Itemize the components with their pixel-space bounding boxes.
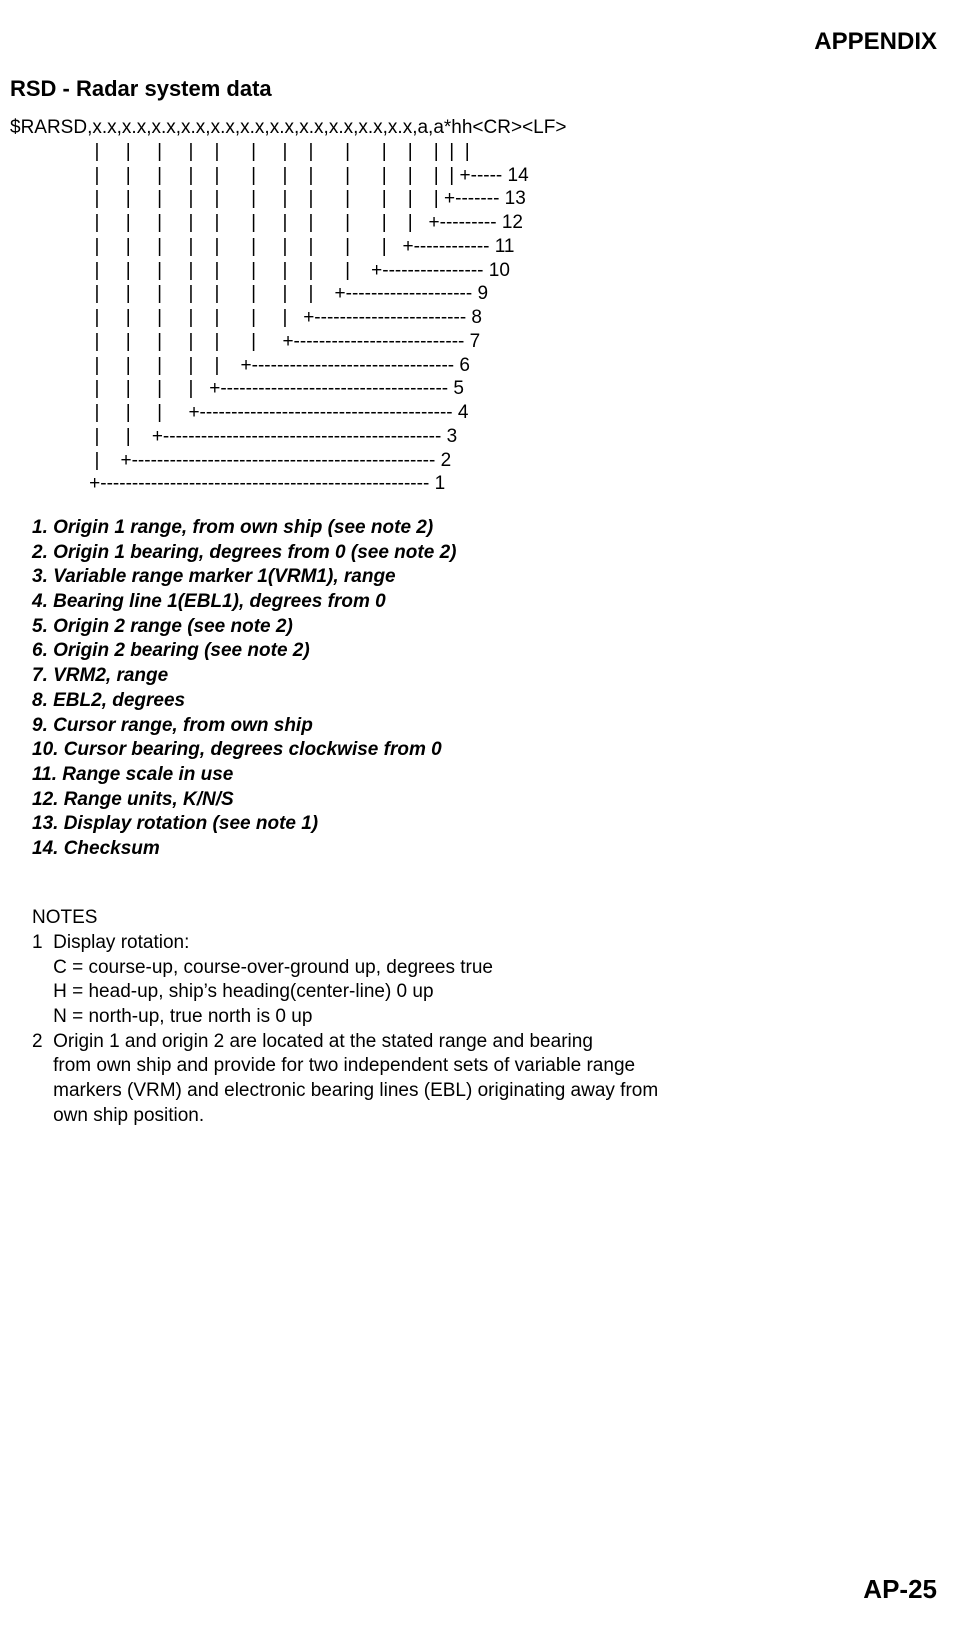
note-2-b: from own ship and provide for two indepe… — [32, 1055, 635, 1076]
field-13: 13. Display rotation (see note 1) — [32, 812, 937, 837]
field-5: 5. Origin 2 range (see note 2) — [32, 615, 937, 640]
field-definitions: 1. Origin 1 range, from own ship (see no… — [32, 516, 937, 862]
note-2-d: own ship position. — [32, 1105, 204, 1126]
field-14: 14. Checksum — [32, 837, 937, 862]
notes-title: NOTES — [32, 907, 97, 928]
note-1-h: H = head-up, ship’s heading(center-line)… — [32, 981, 434, 1002]
field-1: 1. Origin 1 range, from own ship (see no… — [32, 516, 937, 541]
note-1-n: N = north-up, true north is 0 up — [32, 1006, 312, 1027]
nmea-sentence-diagram: $RARSD,x.x,x.x,x.x,x.x,x.x,x.x,x.x,x.x,x… — [10, 116, 937, 496]
field-12: 12. Range units, K/N/S — [32, 788, 937, 813]
field-7: 7. VRM2, range — [32, 664, 937, 689]
field-4: 4. Bearing line 1(EBL1), degrees from 0 — [32, 590, 937, 615]
note-1-c: C = course-up, course-over-ground up, de… — [32, 957, 493, 978]
page: APPENDIX RSD - Radar system data $RARSD,… — [0, 0, 973, 1633]
field-6: 6. Origin 2 bearing (see note 2) — [32, 639, 937, 664]
section-title: RSD - Radar system data — [10, 76, 937, 102]
field-11: 11. Range scale in use — [32, 763, 937, 788]
field-3: 3. Variable range marker 1(VRM1), range — [32, 565, 937, 590]
field-2: 2. Origin 1 bearing, degrees from 0 (see… — [32, 541, 937, 566]
notes-section: NOTES 1 Display rotation: C = course-up,… — [32, 882, 937, 1129]
field-8: 8. EBL2, degrees — [32, 689, 937, 714]
note-1: 1 Display rotation: — [32, 932, 189, 953]
appendix-header: APPENDIX — [10, 28, 937, 56]
note-2-a: 2 Origin 1 and origin 2 are located at t… — [32, 1031, 593, 1052]
field-10: 10. Cursor bearing, degrees clockwise fr… — [32, 738, 937, 763]
page-number: AP-25 — [863, 1574, 937, 1605]
note-2-c: markers (VRM) and electronic bearing lin… — [32, 1080, 658, 1101]
field-9: 9. Cursor range, from own ship — [32, 714, 937, 739]
